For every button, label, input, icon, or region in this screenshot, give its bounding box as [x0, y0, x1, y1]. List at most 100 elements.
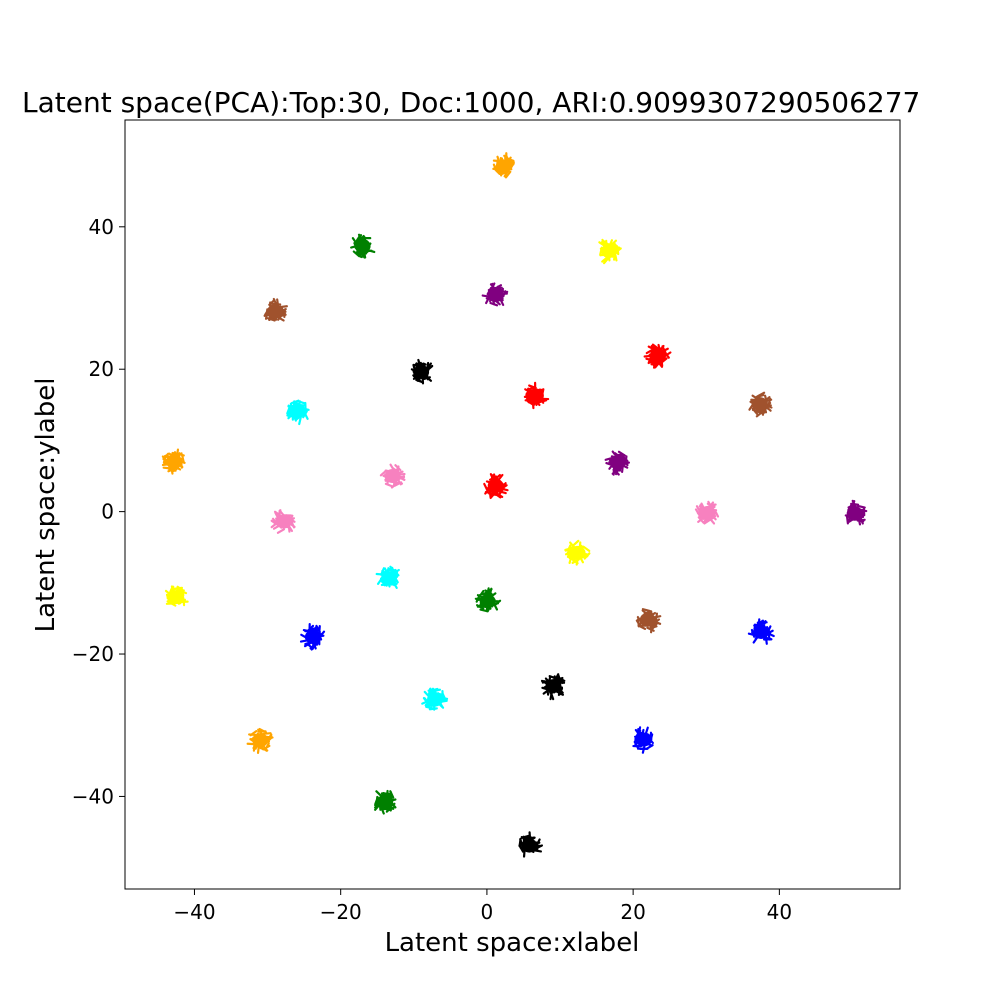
x-axis-label: Latent space:xlabel: [385, 928, 640, 958]
cluster-core: [601, 244, 618, 259]
data-point: [571, 539, 580, 547]
data-point: [384, 482, 394, 488]
y-tick-label: 40: [89, 215, 114, 239]
data-point: [755, 393, 765, 398]
cluster-core: [487, 288, 504, 303]
cluster-4: [481, 282, 509, 307]
cluster-core: [377, 794, 394, 809]
cluster-core: [304, 629, 321, 644]
data-point: [486, 587, 490, 597]
cluster-core: [427, 692, 443, 707]
data-point: [298, 416, 302, 426]
data-point: [659, 357, 668, 364]
data-point: [532, 849, 543, 853]
cluster-3: [598, 238, 622, 265]
cluster-core: [751, 397, 768, 412]
data-point: [641, 608, 651, 613]
y-axis-ticks: −40 −20 0 20 40: [72, 215, 125, 808]
cluster-core: [609, 455, 626, 470]
cluster-13: [379, 463, 406, 489]
cluster-23: [747, 618, 775, 645]
cluster-6: [643, 343, 672, 369]
cluster-core: [527, 388, 544, 403]
cluster-9: [748, 391, 773, 418]
x-tick-label: 20: [620, 900, 645, 924]
data-point: [352, 250, 361, 258]
cluster-core: [384, 469, 401, 484]
cluster-core: [380, 571, 397, 586]
data-point: [695, 505, 702, 514]
cluster-18: [564, 539, 591, 566]
cluster-1: [492, 152, 515, 179]
x-tick-label: −40: [173, 900, 215, 924]
cluster-core: [649, 347, 666, 362]
data-point: [276, 528, 286, 534]
data-point: [538, 399, 548, 404]
cluster-30: [518, 831, 544, 858]
data-point: [490, 282, 496, 291]
cluster-21: [474, 587, 502, 613]
y-tick-label: −20: [72, 642, 114, 666]
data-point: [570, 557, 579, 565]
plot-frame: [124, 119, 901, 890]
data-point: [258, 727, 268, 734]
data-point: [617, 450, 626, 457]
data-point: [697, 516, 705, 524]
cluster-17: [270, 509, 296, 534]
cluster-core: [165, 454, 182, 469]
data-point: [498, 487, 505, 496]
data-point: [582, 545, 591, 552]
cluster-14: [483, 473, 509, 500]
data-point: [441, 692, 447, 702]
data-point: [654, 360, 661, 369]
data-point: [476, 604, 485, 610]
data-point: [557, 687, 564, 696]
data-point: [621, 454, 629, 463]
data-point: [845, 515, 849, 525]
y-tick-label: 0: [101, 500, 114, 524]
cluster-29: [374, 789, 397, 815]
cluster-core: [275, 514, 292, 529]
cluster-19: [375, 565, 400, 589]
data-point: [601, 255, 609, 263]
data-point: [604, 456, 614, 461]
cluster-5: [263, 297, 288, 322]
data-point: [413, 361, 422, 367]
cluster-26: [421, 687, 449, 711]
cluster-core: [479, 594, 496, 609]
cluster-28: [632, 726, 654, 754]
data-point: [391, 569, 399, 578]
data-point: [380, 567, 385, 576]
y-axis-label: Latent space:ylabel: [31, 378, 61, 633]
data-point: [425, 705, 435, 710]
cluster-core: [545, 679, 562, 694]
data-point: [651, 622, 659, 630]
cluster-2: [350, 233, 376, 259]
cluster-11: [161, 448, 186, 475]
data-point: [262, 732, 272, 735]
cluster-24: [299, 622, 326, 651]
cluster-8: [523, 381, 550, 410]
cluster-core: [252, 733, 269, 748]
x-axis-ticks: −40 −20 0 20 40: [173, 889, 792, 924]
data-point: [264, 742, 270, 751]
cluster-core: [699, 506, 716, 521]
cluster-10: [286, 399, 310, 426]
chart-title: Latent space(PCA):Top:30, Doc:1000, ARI:…: [22, 86, 920, 119]
data-point: [499, 288, 508, 295]
cluster-15: [694, 500, 720, 525]
cluster-core: [569, 545, 586, 560]
x-tick-label: 40: [767, 900, 792, 924]
cluster-core: [413, 365, 430, 380]
cluster-core: [266, 304, 283, 319]
scatter-points: [161, 152, 868, 858]
data-point: [556, 678, 566, 682]
cluster-core: [487, 478, 504, 493]
cluster-core: [521, 838, 538, 853]
cluster-12: [604, 450, 631, 476]
cluster-7: [410, 358, 434, 385]
y-tick-label: 20: [89, 357, 114, 381]
data-point: [428, 687, 435, 696]
cluster-core: [289, 404, 306, 419]
cluster-27: [246, 727, 274, 754]
